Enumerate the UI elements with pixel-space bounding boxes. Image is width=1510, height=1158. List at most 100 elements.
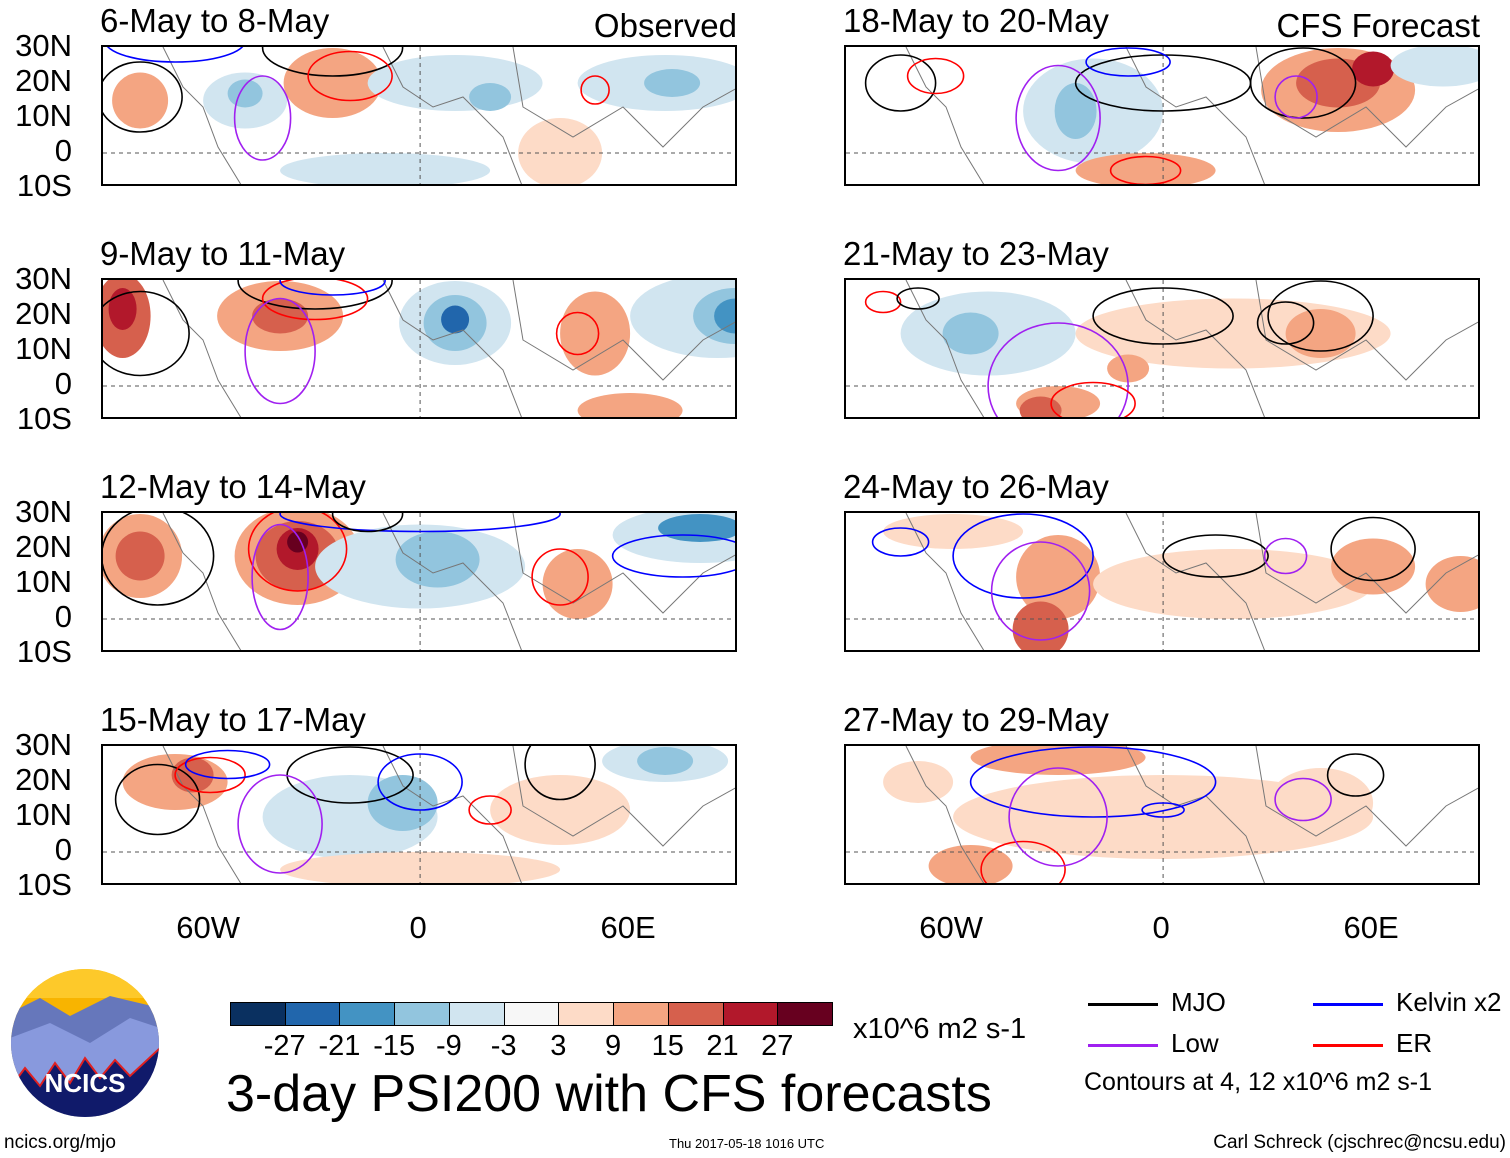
- legend-swatch: [1313, 1044, 1383, 1047]
- lat-label: 0: [54, 832, 72, 867]
- anomaly-region: [112, 72, 169, 129]
- anomaly-region: [883, 514, 1024, 549]
- lat-label: 10N: [15, 564, 72, 599]
- wave-contour: [237, 774, 323, 874]
- colorbar-swatch: [722, 1002, 779, 1026]
- panel-title: 21-May to 23-May: [843, 235, 1109, 272]
- coastline: [512, 746, 735, 847]
- colorbar-label: -15: [373, 1030, 416, 1062]
- map-panel: [101, 511, 737, 652]
- wave-contour: [261, 47, 404, 77]
- wave-contour: [1092, 287, 1234, 345]
- wave-contour: [580, 75, 610, 105]
- wave-contour: [1256, 301, 1315, 345]
- anomaly-region: [518, 118, 603, 184]
- wave-contour: [987, 322, 1129, 417]
- colorbar-label: -3: [490, 1030, 517, 1062]
- map-panel: [844, 278, 1480, 419]
- lon-label: 0: [409, 910, 427, 945]
- lat-label: 20N: [15, 296, 72, 331]
- lat-label: 20N: [15, 762, 72, 797]
- lat-label: 10N: [15, 797, 72, 832]
- wave-contour: [1249, 47, 1357, 119]
- anomaly-region: [1352, 51, 1395, 87]
- anomaly-region: [1425, 556, 1478, 612]
- coastline: [512, 513, 735, 614]
- wave-contour: [331, 513, 404, 533]
- coastline: [1125, 47, 1265, 184]
- wave-contour: [103, 290, 190, 377]
- coastline: [162, 746, 242, 883]
- colorbar-label: 9: [605, 1030, 622, 1062]
- colorbar-label: -9: [436, 1030, 462, 1062]
- wave-contour: [244, 297, 316, 405]
- wave-contour: [864, 54, 937, 112]
- coastline: [905, 746, 985, 883]
- wave-contour: [864, 290, 902, 314]
- colorbar-swatch: [777, 1002, 833, 1026]
- ncics-logo: NCICS: [10, 968, 160, 1118]
- wave-contour: [279, 513, 561, 533]
- anomaly-region: [108, 288, 137, 330]
- anomaly-region: [942, 312, 999, 355]
- anomaly-region: [1107, 354, 1150, 383]
- coastline: [1125, 746, 1265, 883]
- coastline: [1125, 280, 1265, 417]
- coastline: [162, 280, 242, 417]
- coastline: [162, 47, 242, 184]
- lat-label: 10N: [15, 98, 72, 133]
- wave-contour: [531, 548, 589, 606]
- wave-contour: [896, 287, 940, 310]
- anomaly-region: [1268, 768, 1374, 838]
- wave-contour: [1050, 381, 1136, 417]
- wave-contour: [279, 280, 386, 296]
- panel-title: 15-May to 17-May: [100, 701, 366, 738]
- legend-swatch: [1088, 1044, 1158, 1047]
- anomaly-region: [577, 393, 683, 417]
- colorbar-label: 3: [550, 1030, 567, 1062]
- anomaly-region: [1331, 538, 1416, 595]
- anomaly-region: [928, 845, 1013, 883]
- wave-contour: [1267, 280, 1374, 352]
- wave-contour: [103, 61, 183, 133]
- wave-contour: [524, 746, 596, 801]
- map-panel: [101, 278, 737, 419]
- legend-note: Contours at 4, 12 x10^6 m2 s-1: [1084, 1068, 1433, 1096]
- coastline: [905, 47, 985, 184]
- lat-label: 0: [54, 366, 72, 401]
- wave-contour: [1008, 767, 1108, 867]
- wave-contour: [1274, 75, 1318, 119]
- anomaly-region: [637, 747, 694, 775]
- lat-label: 0: [54, 599, 72, 634]
- panel-title: 18-May to 20-May: [843, 2, 1109, 39]
- anomaly-region: [1093, 549, 1374, 619]
- lat-label: 30N: [15, 28, 72, 63]
- coastline: [512, 280, 735, 381]
- wave-contour: [1085, 47, 1171, 77]
- wave-contour: [1330, 516, 1416, 582]
- lat-label: 10N: [15, 331, 72, 366]
- wave-contour: [611, 534, 735, 578]
- wave-contour: [468, 795, 512, 825]
- wave-contour: [307, 50, 393, 102]
- panel-title: 12-May to 14-May: [100, 468, 366, 505]
- colorbar-swatch: [448, 1002, 505, 1026]
- wave-contour: [555, 311, 600, 356]
- anomaly-region: [395, 531, 480, 588]
- wave-contour: [114, 763, 201, 836]
- wave-contour: [1263, 537, 1308, 575]
- anomaly-region: [1054, 83, 1097, 139]
- coastline: [382, 280, 522, 417]
- wave-contour: [906, 57, 965, 95]
- coastline: [905, 513, 985, 650]
- wave-contour: [990, 541, 1091, 641]
- figure-title: 3-day PSI200 with CFS forecasts: [226, 1065, 992, 1123]
- anomaly-region: [283, 48, 382, 118]
- wave-contour: [251, 523, 309, 631]
- wave-contour: [247, 513, 348, 592]
- wave-contour: [1274, 777, 1332, 822]
- lat-label: 20N: [15, 63, 72, 98]
- lon-label: 60E: [600, 910, 656, 945]
- colorbar-swatch: [503, 1002, 560, 1026]
- map-panel: [101, 744, 737, 885]
